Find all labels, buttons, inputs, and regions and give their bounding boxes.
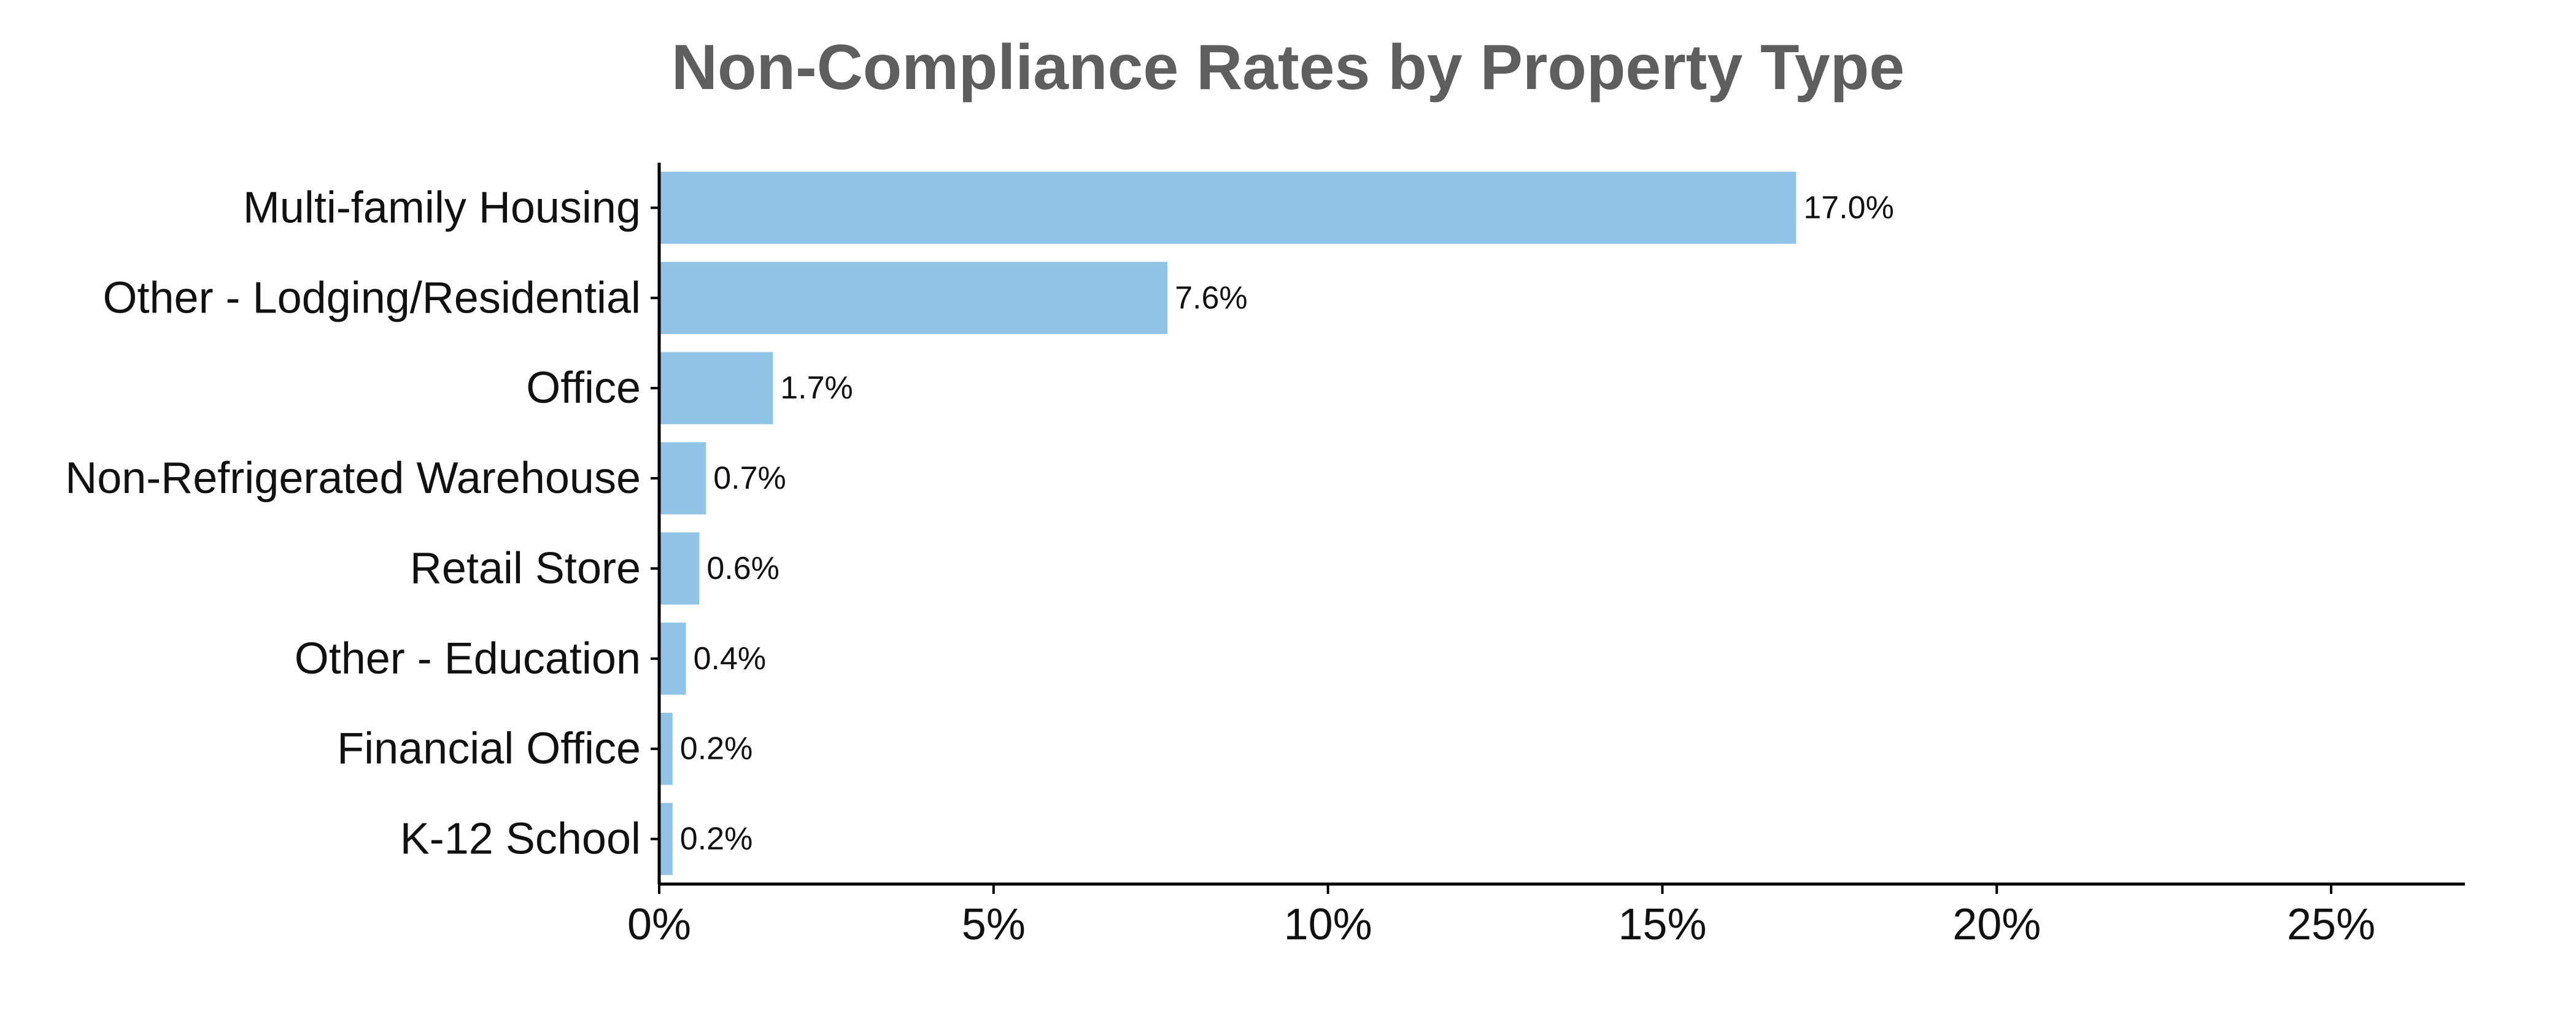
category-label: Office — [526, 363, 641, 413]
bar — [659, 532, 700, 605]
bar — [659, 802, 673, 875]
bar — [659, 171, 1797, 244]
x-tick-label: 0% — [627, 900, 691, 949]
x-tick-label: 10% — [1284, 900, 1372, 949]
x-tick-label: 20% — [1952, 900, 2041, 949]
x-tick-label: 25% — [2287, 900, 2375, 949]
category-label: Other - Lodging/Residential — [102, 273, 641, 322]
y-axis: Multi-family Housing Other - Lodging/Resi… — [65, 163, 661, 884]
bar-value-label: 0.2% — [680, 731, 753, 767]
bar-value-label: 0.4% — [694, 641, 767, 677]
bar-value-label: 7.6% — [1175, 280, 1248, 316]
value-labels-group: 17.0% 7.6% 1.7% 0.7% 0.6% 0.4% 0.2% 0.2% — [680, 190, 1894, 856]
category-label: Financial Office — [337, 724, 641, 774]
category-label: Other - Education — [295, 634, 641, 683]
chart-title: Non-Compliance Rates by Property Type — [671, 32, 1905, 103]
category-label: Multi-family Housing — [243, 183, 641, 232]
bars-group — [659, 171, 1797, 875]
bar — [659, 442, 706, 514]
bar-value-label: 17.0% — [1803, 190, 1893, 225]
x-tick-label: 15% — [1618, 900, 1706, 949]
bar-value-label: 1.7% — [780, 370, 853, 406]
x-tick-label: 5% — [962, 900, 1026, 949]
category-label: Non-Refrigerated Warehouse — [65, 454, 641, 503]
bar-value-label: 0.6% — [706, 551, 779, 586]
bar — [659, 262, 1168, 335]
bar-value-label: 0.7% — [713, 460, 786, 496]
bar — [659, 623, 686, 695]
bar — [659, 352, 773, 424]
bar — [659, 712, 673, 785]
bar-value-label: 0.2% — [680, 821, 753, 857]
category-label: K-12 School — [400, 815, 641, 864]
x-axis: 0% 5% 10% 15% 20% 25% — [627, 882, 2465, 949]
category-label: Retail Store — [410, 544, 641, 593]
